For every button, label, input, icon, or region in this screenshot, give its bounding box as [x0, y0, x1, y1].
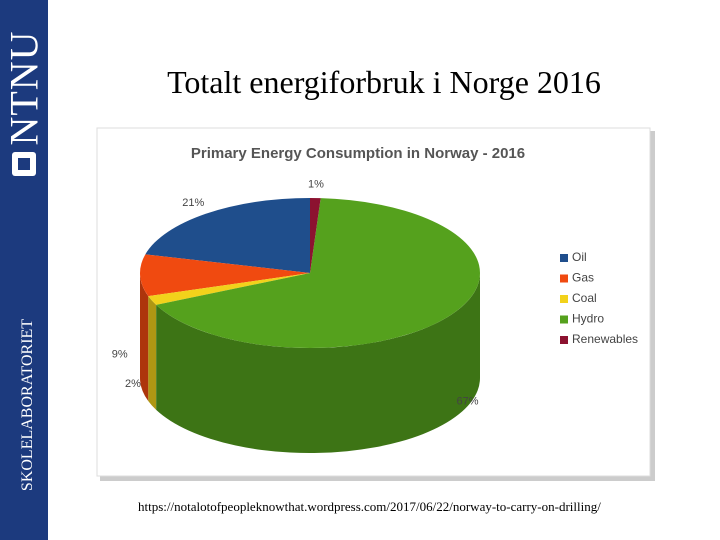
slide-title: Totalt energiforbruk i Norge 2016: [167, 64, 601, 100]
data-label: 21%: [182, 197, 204, 209]
slice-top: [156, 198, 481, 348]
slice-side: [140, 273, 149, 402]
legend-swatch: [560, 254, 568, 262]
legend-label: Gas: [572, 271, 594, 285]
data-label: 2%: [125, 378, 141, 390]
slice: [140, 254, 310, 402]
legend-swatch: [560, 274, 568, 283]
legend-swatch: [560, 315, 568, 324]
chart-title: Primary Energy Consumption in Norway - 2…: [191, 145, 525, 162]
data-label: 9%: [112, 348, 128, 360]
data-label: 1%: [308, 178, 324, 190]
slice: [310, 198, 321, 273]
slice-side: [156, 273, 481, 453]
slice-top: [310, 198, 321, 273]
slice: [156, 198, 481, 453]
slice-top: [145, 198, 310, 273]
logo-inner: [18, 158, 30, 170]
legend-label: Oil: [572, 250, 587, 264]
legend-swatch: [560, 336, 568, 344]
legend-label: Hydro: [572, 312, 604, 326]
slice-top: [140, 254, 310, 297]
legend-label: Renewables: [572, 332, 638, 346]
source: https://notalotofpeopleknowthat.wordpres…: [138, 499, 601, 514]
slice-side: [148, 296, 157, 410]
slice: [148, 273, 310, 410]
legend-swatch: [560, 295, 568, 303]
legend-label: Coal: [572, 291, 597, 305]
data-label: 67%: [456, 395, 478, 407]
slice: [145, 198, 310, 273]
logo: [12, 152, 36, 176]
sidebar: NTNU SKOLELABORATORIET: [0, 0, 48, 540]
slice-top: [148, 273, 310, 305]
